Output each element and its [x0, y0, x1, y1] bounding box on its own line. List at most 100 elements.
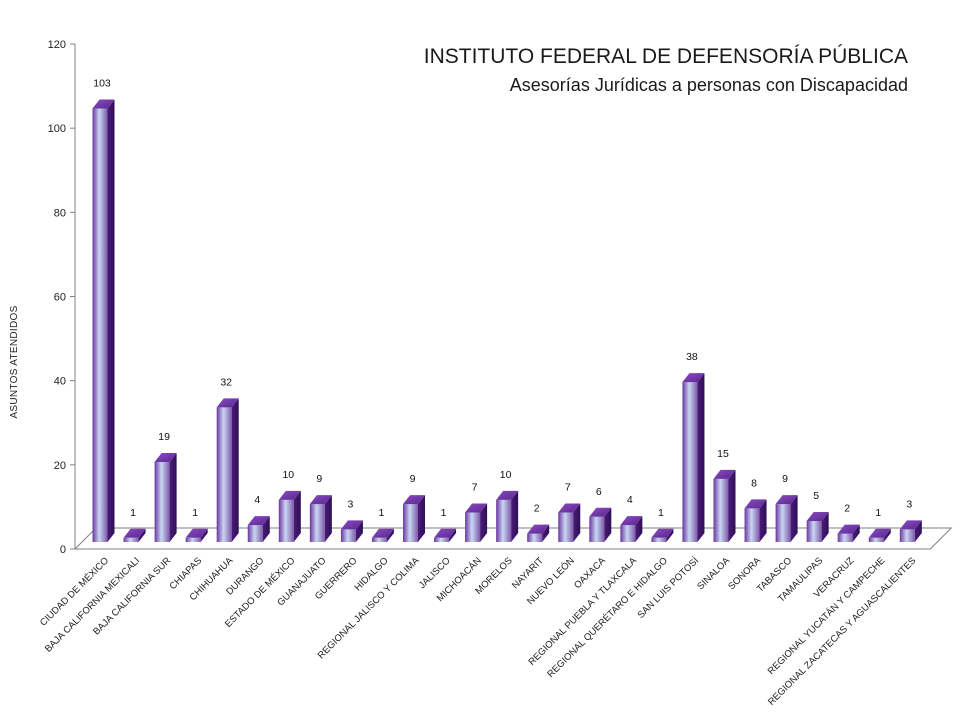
bar-side: [449, 528, 457, 542]
bar: [371, 528, 394, 542]
bar-side: [262, 516, 270, 542]
bar-front: [92, 108, 108, 543]
value-label: 7: [472, 482, 478, 494]
bar-front: [371, 537, 387, 542]
bar: [837, 524, 860, 542]
bar-front: [278, 499, 294, 542]
value-label: 7: [565, 482, 571, 494]
bar-top: [465, 503, 488, 513]
value-label: 1: [130, 507, 136, 519]
category-label: REGIONAL YUCATÁN Y CAMPECHE: [766, 555, 888, 677]
bar: [496, 490, 519, 542]
bar-side: [759, 499, 767, 542]
chart-subtitle: Asesorías Jurídicas a personas con Disca…: [510, 75, 908, 95]
value-label: 5: [813, 490, 819, 502]
value-label: 2: [844, 503, 850, 515]
bar: [340, 520, 363, 542]
bar-top: [278, 490, 301, 500]
bar: [651, 528, 674, 542]
bar-top: [216, 398, 239, 408]
bar-front: [837, 533, 853, 542]
bar: [465, 503, 488, 542]
bar-front: [154, 462, 170, 542]
value-label: 1: [875, 507, 881, 519]
bar: [806, 511, 829, 542]
bar-front: [309, 504, 325, 542]
bar-side: [914, 520, 922, 542]
bar-front: [185, 537, 201, 542]
bar-side: [604, 507, 612, 542]
y-tick-label: 80: [54, 207, 66, 219]
category-label: SINALOA: [695, 555, 732, 592]
bar-top: [837, 524, 860, 534]
bar-front: [682, 382, 698, 542]
bar-side: [790, 495, 798, 542]
bar-front: [744, 508, 760, 542]
value-label: 3: [906, 498, 912, 510]
bar-side: [697, 373, 705, 542]
bar-side: [573, 503, 581, 542]
bar-side: [169, 453, 177, 542]
bar-top: [806, 511, 829, 521]
bar-front: [775, 504, 791, 542]
value-label: 3: [347, 498, 353, 510]
value-label: 8: [751, 477, 757, 489]
bar-side: [821, 511, 829, 542]
bar: [123, 528, 146, 542]
category-label: SAN LUIS POTOSÍ: [636, 555, 702, 621]
value-label: 1: [441, 507, 447, 519]
bar-side: [666, 528, 674, 542]
bar-side: [231, 398, 239, 542]
bar-front: [496, 499, 512, 542]
bar-top: [775, 495, 798, 505]
bar-front: [806, 520, 822, 542]
bar: [309, 495, 332, 542]
value-label: 4: [254, 494, 260, 506]
bar-front: [216, 407, 232, 542]
bar-top: [123, 528, 146, 538]
bar-top: [682, 373, 705, 383]
bar-front: [651, 537, 667, 542]
bar-top: [154, 453, 177, 463]
y-tick-label: 100: [48, 123, 66, 135]
bar: [558, 503, 581, 542]
bar: [434, 528, 457, 542]
bar-top: [620, 516, 643, 526]
bar-front: [713, 478, 729, 542]
bar-top: [496, 490, 519, 500]
bar: [247, 516, 270, 542]
value-label: 9: [782, 473, 788, 485]
bar-side: [480, 503, 488, 542]
y-tick-label: 40: [54, 376, 66, 388]
value-label: 32: [220, 376, 232, 388]
value-label: 103: [93, 78, 111, 90]
bar-front: [247, 525, 263, 542]
value-label: 2: [534, 503, 540, 515]
value-label: 6: [596, 486, 602, 498]
bar: [899, 520, 922, 542]
bar-side: [728, 469, 736, 542]
y-tick-label: 60: [54, 292, 66, 304]
bars: [92, 99, 922, 543]
bar-front: [899, 529, 915, 542]
bar-top: [185, 528, 208, 538]
bar-top: [340, 520, 363, 530]
bar: [713, 469, 736, 542]
bar-front: [589, 516, 605, 542]
bar: [527, 524, 550, 542]
value-label: 1: [192, 507, 198, 519]
bar-side: [324, 495, 332, 542]
bar: [744, 499, 767, 542]
bar-top: [434, 528, 457, 538]
bar-front: [403, 504, 418, 542]
bar-side: [138, 528, 146, 542]
y-tick-label: 0: [60, 544, 66, 556]
bar-side: [635, 516, 643, 542]
value-label: 15: [717, 448, 729, 460]
value-label: 1: [379, 507, 385, 519]
bar: [278, 490, 301, 542]
bar: [216, 398, 239, 542]
bar: [868, 528, 891, 542]
